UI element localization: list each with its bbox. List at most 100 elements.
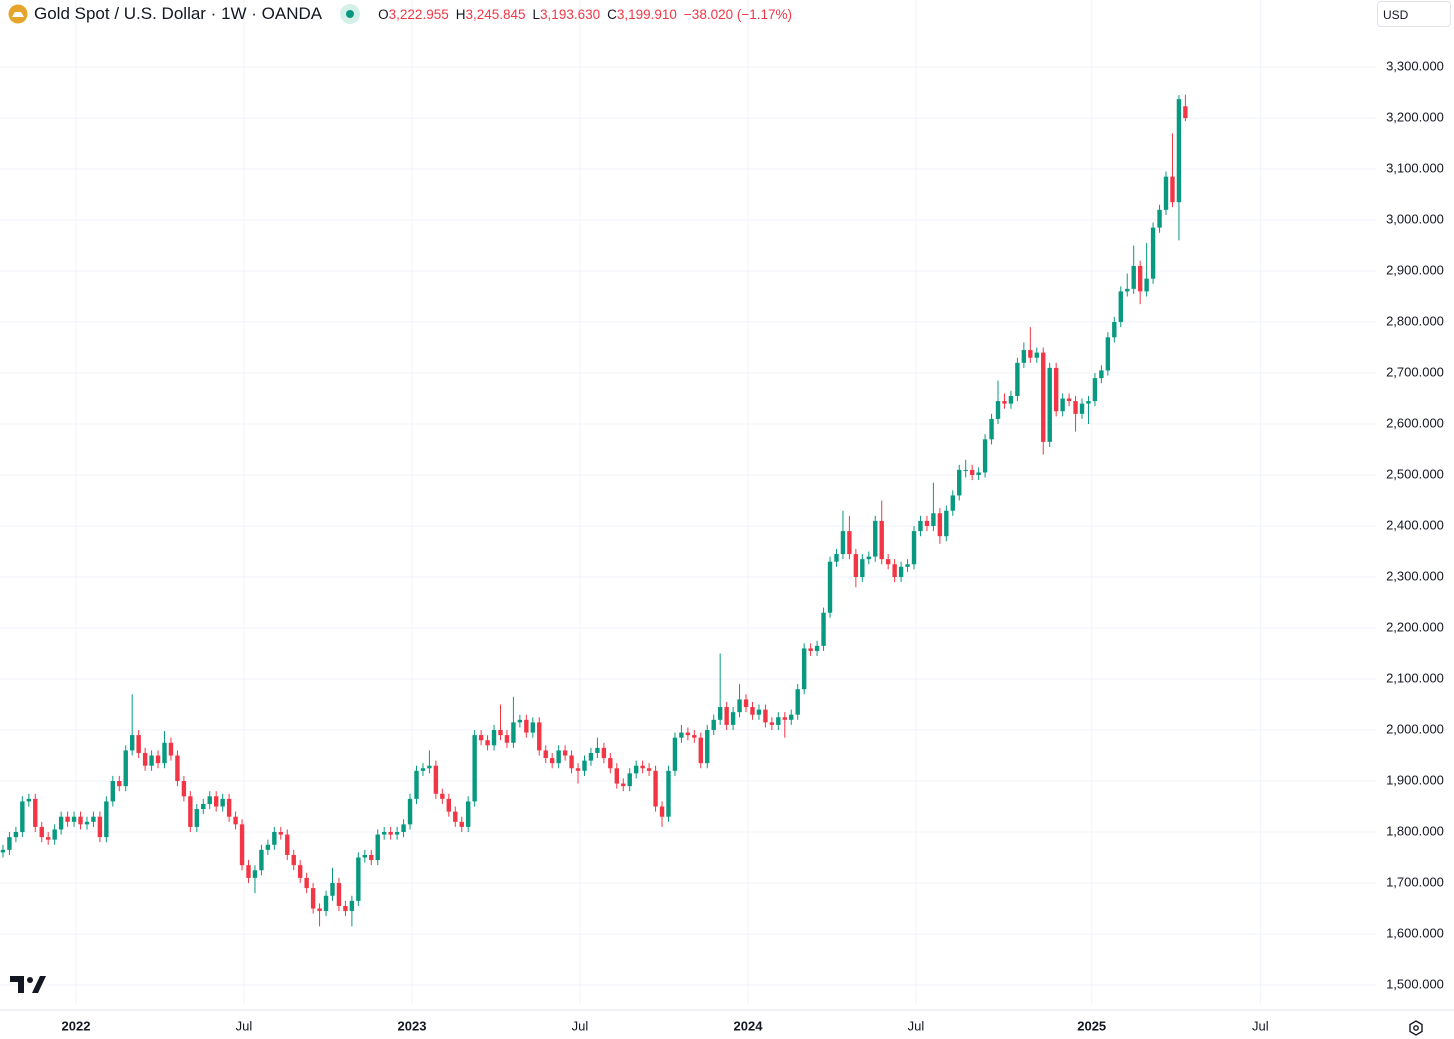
candle-body: [446, 798, 452, 812]
candle-body: [504, 735, 510, 743]
candle-body: [485, 740, 490, 746]
candle-body: [117, 781, 122, 787]
candle-body: [666, 770, 671, 817]
y-tick-label: 2,400.000: [1386, 517, 1444, 532]
candle-body: [730, 712, 736, 725]
candle-body: [511, 722, 516, 743]
candle-body: [465, 801, 471, 827]
candle-body: [7, 837, 12, 850]
candle-body: [582, 760, 587, 771]
candle-body: [756, 709, 762, 715]
candle-body: [310, 888, 316, 909]
axes: 1,500.000 1,600.000 1,700.000 1,800.000 1,90…: [0, 58, 1454, 1033]
candle-body: [349, 900, 355, 912]
candle-body: [1079, 403, 1085, 414]
candle-body: [860, 559, 865, 578]
candle-body: [336, 883, 342, 906]
candle-body: [188, 796, 193, 827]
candle-body: [78, 816, 83, 825]
candle-body: [498, 730, 503, 736]
candle-body: [937, 513, 943, 537]
candle-body: [97, 816, 103, 838]
candle-body: [394, 832, 400, 835]
candle-body: [569, 755, 574, 769]
candle-body: [246, 865, 251, 878]
candle-body: [944, 510, 949, 537]
candle-body: [1183, 106, 1188, 119]
candle-body: [71, 816, 77, 822]
candle-body: [931, 513, 936, 527]
candle-body: [129, 735, 135, 751]
candle-body: [763, 709, 768, 723]
candle-body: [0, 849, 6, 853]
candle-body: [827, 561, 833, 613]
candle-body: [711, 719, 716, 731]
symbol-title[interactable]: Gold Spot / U.S. Dollar · 1W · OANDA: [34, 4, 323, 23]
x-tick-label: Jul: [908, 1018, 925, 1033]
candle-body: [1163, 176, 1169, 210]
candle-body: [1112, 322, 1117, 338]
candle-body: [614, 768, 619, 784]
candle-body: [782, 717, 787, 720]
candle-body: [659, 806, 665, 817]
y-tick-label: 3,300.000: [1386, 58, 1444, 73]
grid: [0, 0, 1376, 1005]
candle-body: [885, 559, 891, 565]
x-tick-label: Jul: [236, 1018, 253, 1033]
candle-body: [1073, 401, 1078, 414]
candle-body: [530, 722, 535, 733]
settings-icon[interactable]: [1409, 1020, 1423, 1036]
candle-body: [155, 755, 161, 764]
y-tick-label: 1,600.000: [1386, 925, 1444, 940]
candle-body: [627, 773, 632, 787]
candle-body: [142, 752, 148, 766]
candle-body: [149, 755, 154, 766]
candle-body: [162, 742, 167, 764]
candle-body: [737, 699, 742, 713]
candle-body: [136, 735, 141, 753]
candle-body: [1137, 265, 1143, 292]
candle-body: [91, 816, 96, 822]
candle-body: [1125, 288, 1130, 292]
currency-selector[interactable]: USD: [1377, 1, 1451, 27]
candle-body: [543, 750, 548, 759]
candle-body: [1170, 176, 1175, 203]
candles: [0, 94, 1188, 927]
candle-body: [65, 816, 70, 822]
candle-body: [750, 707, 755, 715]
candle-body: [369, 854, 374, 861]
x-tick-label: 2022: [62, 1018, 91, 1033]
candle-body: [375, 834, 380, 861]
market-status[interactable]: [340, 4, 361, 24]
candle-body: [853, 554, 859, 578]
candle-body: [743, 699, 749, 708]
candle-body: [33, 798, 38, 827]
candle-body: [789, 714, 794, 720]
high-label: H: [455, 6, 466, 22]
open-label: O: [378, 6, 389, 22]
candle-body: [343, 905, 348, 912]
candle-body: [873, 520, 878, 557]
candle-body: [317, 908, 322, 912]
candle-body: [104, 801, 109, 838]
candle-body: [653, 770, 658, 807]
candle-body: [168, 742, 174, 756]
y-tick-label: 2,900.000: [1386, 262, 1444, 277]
candle-body: [834, 554, 839, 562]
candle-body: [272, 832, 277, 845]
candle-body: [52, 829, 57, 840]
candle-body: [213, 796, 219, 807]
candle-body: [621, 783, 626, 787]
candle-body: [440, 793, 445, 799]
candle-body: [1021, 350, 1027, 363]
candle-body: [969, 469, 975, 476]
candle-body: [608, 758, 613, 769]
candle-body: [1008, 395, 1014, 404]
candle-body: [776, 717, 781, 725]
candle-body: [517, 719, 523, 723]
candle-body: [278, 832, 284, 835]
tv-logo: [10, 976, 46, 993]
candle-body: [472, 735, 477, 802]
